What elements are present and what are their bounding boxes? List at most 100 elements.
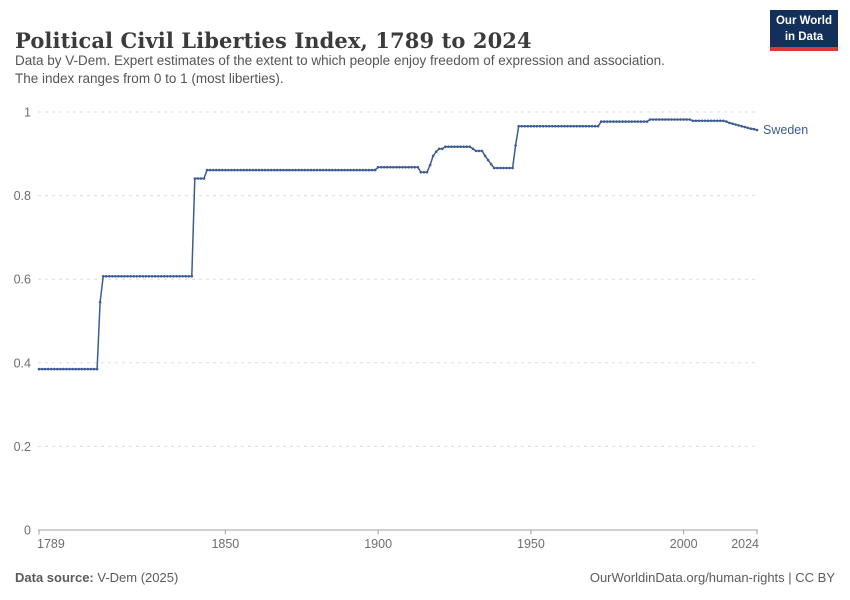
- year-marker: [642, 120, 646, 123]
- owid-logo[interactable]: Our World in Data: [770, 10, 838, 51]
- year-marker: [355, 168, 359, 172]
- year-marker: [468, 145, 472, 148]
- year-marker: [685, 118, 688, 121]
- year-marker: [37, 367, 41, 371]
- year-marker: [303, 168, 307, 172]
- year-marker: [633, 120, 637, 123]
- year-marker: [242, 168, 245, 172]
- year-marker: [752, 127, 756, 131]
- year-marker: [169, 275, 172, 278]
- year-marker: [117, 275, 120, 278]
- chart-footer: Data source: V-Dem (2025) OurWorldinData…: [0, 566, 850, 594]
- year-marker: [496, 166, 499, 170]
- year-marker: [337, 168, 340, 172]
- year-marker: [599, 120, 603, 123]
- year-marker: [755, 128, 759, 132]
- year-marker: [575, 124, 578, 128]
- year-marker: [74, 367, 77, 371]
- year-marker: [71, 367, 74, 371]
- entity-label-sweden[interactable]: Sweden: [763, 123, 808, 137]
- x-tick-label-2000: 2000: [670, 537, 698, 551]
- year-marker: [376, 165, 380, 169]
- year-marker: [248, 168, 252, 172]
- year-marker: [346, 168, 349, 172]
- year-marker: [129, 275, 132, 278]
- year-marker: [719, 119, 722, 123]
- year-marker: [514, 144, 517, 147]
- y-tick-label-0.2: 0.2: [14, 440, 31, 454]
- year-marker: [444, 145, 447, 148]
- year-marker: [578, 124, 582, 128]
- y-tick-label-0.8: 0.8: [14, 189, 31, 203]
- year-marker: [437, 147, 441, 151]
- year-marker: [572, 124, 575, 128]
- year-marker: [273, 168, 276, 172]
- year-marker: [593, 124, 597, 128]
- year-marker: [159, 275, 163, 278]
- year-marker: [343, 168, 346, 172]
- year-marker: [535, 124, 539, 128]
- year-marker: [245, 168, 249, 172]
- year-marker: [596, 124, 600, 128]
- year-marker: [526, 124, 530, 128]
- year-marker: [331, 168, 334, 172]
- year-marker: [505, 166, 508, 170]
- year-marker: [349, 168, 352, 172]
- year-marker: [682, 118, 685, 121]
- year-marker: [648, 118, 652, 121]
- year-marker: [218, 168, 221, 172]
- year-marker: [706, 119, 710, 123]
- year-marker: [114, 275, 117, 278]
- year-marker: [474, 149, 478, 153]
- year-marker: [517, 124, 520, 128]
- year-marker: [321, 168, 325, 172]
- year-marker: [208, 168, 212, 172]
- year-marker: [193, 177, 197, 180]
- owid-logo-line-2: in Data: [784, 30, 824, 43]
- year-marker: [276, 168, 279, 172]
- year-marker: [251, 168, 255, 172]
- year-marker: [361, 168, 365, 172]
- year-marker: [46, 367, 50, 371]
- year-marker: [425, 170, 429, 174]
- year-marker: [584, 124, 588, 128]
- year-marker: [489, 163, 493, 166]
- year-marker: [389, 165, 392, 169]
- year-marker: [59, 367, 62, 371]
- year-marker: [395, 165, 398, 169]
- license-link[interactable]: OurWorldinData.org/human-rights | CC BY: [589, 570, 835, 585]
- year-marker: [544, 124, 548, 128]
- year-marker: [712, 119, 716, 123]
- year-marker: [367, 168, 371, 172]
- line-chart-svg[interactable]: 0 0.2 0.4 0.6 0.8 1 1789 1850 1900 1950 2000 2024 Sw…: [0, 0, 850, 565]
- year-marker: [53, 367, 56, 371]
- x-tick-label-1850: 1850: [211, 537, 239, 551]
- year-marker: [138, 275, 142, 278]
- year-marker: [257, 168, 261, 172]
- year-marker: [502, 166, 505, 170]
- year-marker: [263, 168, 267, 172]
- year-marker: [639, 120, 643, 123]
- year-marker: [175, 275, 178, 278]
- year-marker: [230, 168, 233, 172]
- year-marker: [199, 177, 203, 180]
- year-marker: [734, 123, 737, 126]
- year-marker: [221, 168, 224, 172]
- year-marker: [551, 124, 554, 128]
- year-marker: [563, 124, 566, 128]
- year-marker: [98, 300, 102, 304]
- sweden-line-series[interactable]: [37, 118, 759, 371]
- year-marker: [184, 275, 187, 278]
- year-marker: [499, 166, 502, 170]
- year-marker: [667, 118, 670, 121]
- year-marker: [227, 168, 230, 172]
- year-marker: [709, 119, 713, 123]
- year-marker: [279, 168, 282, 172]
- subtitle-line-2: The index ranges from 0 to 1 (most liber…: [15, 70, 284, 86]
- year-marker: [269, 168, 273, 172]
- year-marker: [566, 124, 569, 128]
- year-marker: [404, 165, 407, 169]
- chart-canvas[interactable]: 0 0.2 0.4 0.6 0.8 1 1789 1850 1900 1950 2000 2024 Sw…: [0, 0, 850, 565]
- year-marker: [447, 145, 450, 148]
